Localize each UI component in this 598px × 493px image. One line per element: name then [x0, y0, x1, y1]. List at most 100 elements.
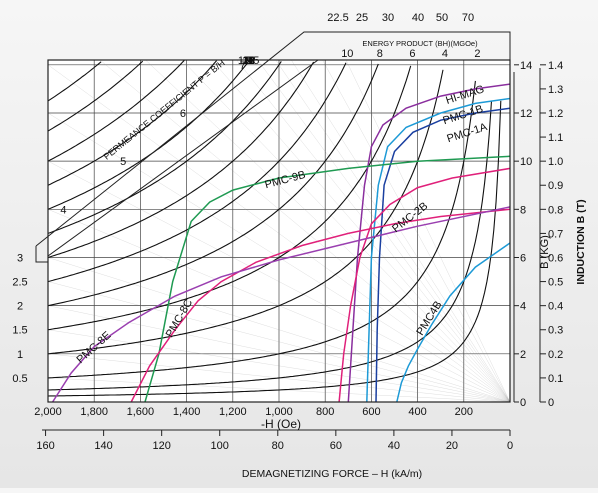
- permeance-tick-label: 13: [243, 55, 255, 67]
- permeance-tick-label: 3: [17, 252, 23, 264]
- permeance-tick-label: 10: [243, 55, 255, 67]
- permeance-line: [257, 59, 511, 403]
- oe-tick-label: 200: [455, 406, 473, 418]
- oe-tick-label: 400: [408, 406, 426, 418]
- permeance-tick-label: 0.5: [12, 373, 27, 385]
- chart-grid: [47, 60, 511, 403]
- permeance-line: [47, 64, 511, 403]
- oe-tick-label: 1,000: [265, 406, 293, 418]
- energy-inner-label: 4: [442, 48, 448, 60]
- energy-product-label: ENERGY PRODUCT (BH)(MGOe): [362, 39, 478, 48]
- x-axis-ka-label: DEMAGNETIZING FORCE – H (kA/m): [242, 468, 422, 480]
- energy-inner-label: 6: [409, 48, 415, 60]
- permeance-tick-label: 2.5: [12, 277, 27, 289]
- oe-tick-label: 1,600: [127, 406, 155, 418]
- energy-inner-label: 2: [474, 48, 480, 60]
- series-curve: [338, 167, 511, 403]
- energy-product-curve: [47, 69, 444, 355]
- kg-tick-label: 8: [520, 204, 526, 216]
- t-tick-label: 1.2: [548, 108, 563, 120]
- kg-tick-label: 12: [520, 108, 532, 120]
- ka-tick-label: 160: [36, 440, 54, 452]
- energy-product-curve: [47, 60, 185, 162]
- chart-frame: [35, 31, 546, 436]
- permeance-line: [99, 59, 511, 403]
- ka-tick-label: 20: [446, 440, 458, 452]
- energy-inner-label: 10: [341, 48, 353, 60]
- kg-tick-label: 10: [520, 156, 532, 168]
- t-tick-label: 1.0: [548, 156, 563, 168]
- energy-product-curve: [47, 100, 493, 391]
- permeance-tick-label: 14: [243, 55, 255, 67]
- permeance-tick-label: 12: [243, 55, 255, 67]
- t-tick-label: 0.4: [548, 301, 563, 313]
- t-tick-label: 0.3: [548, 325, 563, 337]
- series-curve: [396, 242, 511, 403]
- oe-tick-label: 1,800: [80, 406, 108, 418]
- series-curve: [144, 155, 511, 403]
- series-curve: [130, 208, 511, 403]
- oe-tick-label: 2,000: [34, 406, 62, 418]
- energy-product-curve: [47, 65, 412, 331]
- permeance-tick-label: 6: [180, 108, 186, 120]
- permeance-tick-label: 4: [60, 204, 66, 216]
- permeance-tick-label: 1.5: [12, 325, 27, 337]
- x-axis-oe-label: -H (Oe): [261, 417, 301, 431]
- permeance-tick-label: 20: [243, 55, 255, 67]
- energy-product-curve: [47, 100, 502, 397]
- energy-outer-label: 25: [356, 12, 368, 24]
- permeance-tick-label: 11: [243, 55, 254, 67]
- ka-tick-label: 40: [388, 440, 400, 452]
- y-axis-t-label: INDUCTION B (T): [575, 199, 587, 284]
- permeance-line: [47, 281, 511, 403]
- t-tick-label: 0.1: [548, 373, 563, 385]
- oe-tick-label: 1,200: [219, 406, 247, 418]
- ka-tick-label: 0: [507, 440, 513, 452]
- permeance-line: [47, 329, 511, 403]
- material-curves: [51, 83, 511, 403]
- series-curve: [347, 83, 511, 403]
- energy-product-curve: [47, 80, 476, 379]
- permeance-tick-label: 17.5: [238, 55, 259, 67]
- t-tick-label: 0: [548, 397, 554, 409]
- permeance-line: [47, 160, 511, 403]
- ka-tick-label: 140: [94, 440, 112, 452]
- ka-tick-label: 60: [330, 440, 342, 452]
- permeance-line: [47, 257, 511, 403]
- permeance-tick-label: 9: [246, 55, 252, 67]
- ka-tick-label: 120: [152, 440, 170, 452]
- permeance-line: [145, 59, 511, 403]
- energy-outer-label: 50: [436, 12, 448, 24]
- series-curve: [375, 107, 511, 403]
- energy-outer-label: 40: [412, 12, 424, 24]
- series-curve: [51, 206, 511, 403]
- t-tick-label: 0.7: [548, 228, 563, 240]
- t-tick-label: 1.1: [548, 132, 563, 144]
- t-tick-label: 1.3: [548, 84, 563, 96]
- energy-product-curve: [47, 60, 218, 186]
- kg-tick-label: 2: [520, 349, 526, 361]
- oe-tick-label: 1,400: [173, 406, 201, 418]
- permeance-tick-label: 1: [17, 349, 23, 361]
- energy-outer-label: 30: [382, 12, 394, 24]
- permeance-tick-label: 2: [17, 301, 23, 313]
- t-tick-label: 0.5: [548, 277, 563, 289]
- t-tick-label: 0.8: [548, 204, 563, 216]
- permeance-tick-label: 15: [243, 55, 255, 67]
- permeance-band-outer: [35, 31, 511, 247]
- energy-product-curve: [47, 61, 102, 102]
- oe-tick-label: 600: [362, 406, 380, 418]
- permeance-line: [345, 59, 511, 403]
- energy-product-curve: [47, 60, 144, 132]
- kg-tick-label: 6: [520, 252, 526, 264]
- plot-border: [47, 59, 511, 403]
- permeance-tick-label: 8: [246, 55, 252, 67]
- energy-product-curve: [47, 61, 282, 234]
- kg-tick-label: 4: [520, 301, 526, 313]
- energy-product-curve: [47, 62, 347, 283]
- series-curve: [366, 97, 511, 403]
- energy-product-curve: [47, 63, 379, 307]
- energy-outer-label: 22.5: [327, 12, 348, 24]
